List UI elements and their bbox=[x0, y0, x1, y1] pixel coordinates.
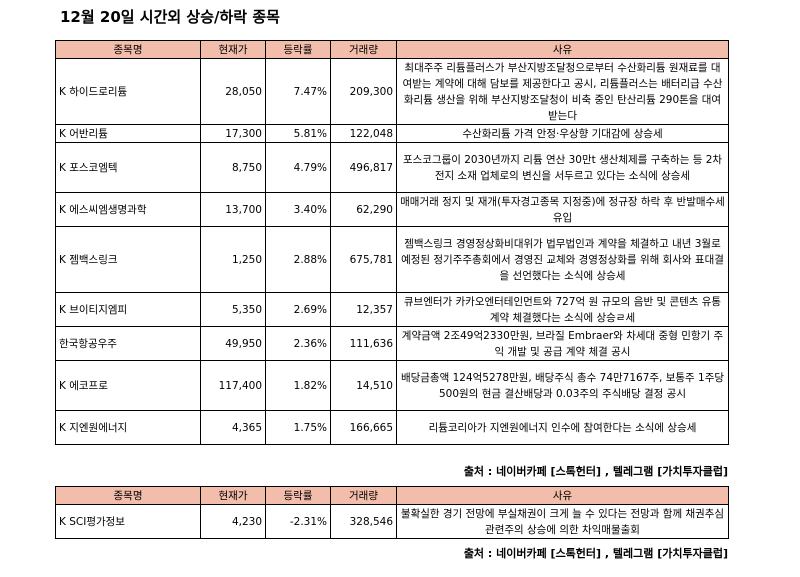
stock-rate: 3.40% bbox=[265, 192, 331, 227]
table-row: K SCI평가정보 4,230 -2.31% 328,546 불확실한 경기 전… bbox=[55, 504, 729, 539]
stock-price: 28,050 bbox=[200, 58, 266, 125]
stock-reason: 매매거래 정지 및 재개(투자경고종목 지정중)에 정규장 하락 후 반발매수세… bbox=[396, 192, 729, 227]
stock-rate: 4.79% bbox=[265, 142, 331, 193]
stock-name: K 브이티지엠피 bbox=[55, 292, 201, 327]
stock-reason: 포스코그룹이 2030년까지 리튬 연산 30만t 생산체제를 구축하는 등 2… bbox=[396, 142, 729, 193]
header-price: 현재가 bbox=[200, 486, 266, 505]
stock-reason: 큐브엔터가 카카오엔터테인먼트와 727억 원 규모의 음반 및 콘텐츠 유통 … bbox=[396, 292, 729, 327]
header-volume: 거래량 bbox=[330, 40, 397, 59]
stock-volume: 675,781 bbox=[330, 226, 397, 293]
stock-reason: 불확실한 경기 전망에 부실채권이 크게 늘 수 있다는 전망과 함께 채권추심… bbox=[396, 504, 729, 539]
stock-name: K 포스코엠텍 bbox=[55, 142, 201, 193]
stock-price: 4,230 bbox=[200, 504, 266, 539]
table-header-row: 종목명 현재가 등락률 거래량 사유 bbox=[55, 40, 729, 59]
header-name: 종목명 bbox=[55, 40, 201, 59]
source-note: 출처 : 네이버카페 [스톡헌터] , 텔레그램 [가치투자클럽] bbox=[463, 547, 728, 560]
stock-reason: 배당금총액 124억5278만원, 배당주식 총수 74만7167주, 보통주 … bbox=[396, 360, 729, 411]
table-row: K 에스씨엠생명과학 13,700 3.40% 62,290 매매거래 정지 및… bbox=[55, 192, 729, 227]
stock-reason: 젬백스링크 경영정상화비대위가 법무법인과 계약을 체결하고 내년 3월로 예정… bbox=[396, 226, 729, 293]
stock-price: 1,250 bbox=[200, 226, 266, 293]
stock-volume: 209,300 bbox=[330, 58, 397, 125]
header-name: 종목명 bbox=[55, 486, 201, 505]
stock-volume: 62,290 bbox=[330, 192, 397, 227]
stock-volume: 122,048 bbox=[330, 124, 397, 143]
stock-name: K 에스씨엠생명과학 bbox=[55, 192, 201, 227]
header-volume: 거래량 bbox=[330, 486, 397, 505]
table-row: K 어반리튬 17,300 5.81% 122,048 수산화리튬 가격 안정·… bbox=[55, 124, 729, 143]
header-price: 현재가 bbox=[200, 40, 266, 59]
table-row: K 지엔원에너지 4,365 1.75% 166,665 리튬코리아가 지엔원에… bbox=[55, 410, 729, 445]
stock-price: 8,750 bbox=[200, 142, 266, 193]
stock-name: K 젬백스링크 bbox=[55, 226, 201, 293]
stock-reason: 계약금액 2조49억2330만원, 브라질 Embraer와 차세대 중형 민항… bbox=[396, 326, 729, 361]
stock-rate: 1.75% bbox=[265, 410, 331, 445]
stock-rate: 7.47% bbox=[265, 58, 331, 125]
falling-stocks-table: 종목명 현재가 등락률 거래량 사유 K SCI평가정보 4,230 -2.31… bbox=[55, 486, 729, 539]
stock-reason: 리튬코리아가 지엔원에너지 인수에 참여한다는 소식에 상승세 bbox=[396, 410, 729, 445]
stock-rate: -2.31% bbox=[265, 504, 331, 539]
stock-name: K 어반리튬 bbox=[55, 124, 201, 143]
stock-volume: 166,665 bbox=[330, 410, 397, 445]
stock-rate: 5.81% bbox=[265, 124, 331, 143]
header-rate: 등락률 bbox=[265, 486, 331, 505]
stock-rate: 2.88% bbox=[265, 226, 331, 293]
table-row: K 에코프로 117,400 1.82% 14,510 배당금총액 124억52… bbox=[55, 360, 729, 411]
stock-name: 한국항공우주 bbox=[55, 326, 201, 361]
stock-volume: 496,817 bbox=[330, 142, 397, 193]
table-header-row: 종목명 현재가 등락률 거래량 사유 bbox=[55, 486, 729, 505]
stock-volume: 111,636 bbox=[330, 326, 397, 361]
stock-price: 4,365 bbox=[200, 410, 266, 445]
table-row: 한국항공우주 49,950 2.36% 111,636 계약금액 2조49억23… bbox=[55, 326, 729, 361]
header-reason: 사유 bbox=[396, 486, 729, 505]
page-title: 12월 20일 시간외 상승/하락 종목 bbox=[60, 8, 280, 26]
stock-volume: 14,510 bbox=[330, 360, 397, 411]
stock-volume: 328,546 bbox=[330, 504, 397, 539]
stock-reason: 수산화리튬 가격 안정·우상향 기대감에 상승세 bbox=[396, 124, 729, 143]
rising-stocks-table: 종목명 현재가 등락률 거래량 사유 K 하이드로리튬 28,050 7.47%… bbox=[55, 40, 729, 445]
stock-name: K 하이드로리튬 bbox=[55, 58, 201, 125]
stock-rate: 1.82% bbox=[265, 360, 331, 411]
stock-name: K 지엔원에너지 bbox=[55, 410, 201, 445]
stock-rate: 2.36% bbox=[265, 326, 331, 361]
stock-volume: 12,357 bbox=[330, 292, 397, 327]
stock-rate: 2.69% bbox=[265, 292, 331, 327]
stock-price: 49,950 bbox=[200, 326, 266, 361]
stock-name: K 에코프로 bbox=[55, 360, 201, 411]
stock-price: 5,350 bbox=[200, 292, 266, 327]
stock-name: K SCI평가정보 bbox=[55, 504, 201, 539]
table-row: K 젬백스링크 1,250 2.88% 675,781 젬백스링크 경영정상화비… bbox=[55, 226, 729, 293]
stock-price: 13,700 bbox=[200, 192, 266, 227]
table-row: K 브이티지엠피 5,350 2.69% 12,357 큐브엔터가 카카오엔터테… bbox=[55, 292, 729, 327]
stock-price: 17,300 bbox=[200, 124, 266, 143]
stock-price: 117,400 bbox=[200, 360, 266, 411]
source-note: 출처 : 네이버카페 [스톡헌터] , 텔레그램 [가치투자클럽] bbox=[463, 465, 728, 478]
table-row: K 하이드로리튬 28,050 7.47% 209,300 최대주주 리튬플러스… bbox=[55, 58, 729, 125]
header-reason: 사유 bbox=[396, 40, 729, 59]
table-row: K 포스코엠텍 8,750 4.79% 496,817 포스코그룹이 2030년… bbox=[55, 142, 729, 193]
header-rate: 등락률 bbox=[265, 40, 331, 59]
stock-reason: 최대주주 리튬플러스가 부산지방조달청으로부터 수산화리튬 원재료를 대여받는 … bbox=[396, 58, 729, 125]
